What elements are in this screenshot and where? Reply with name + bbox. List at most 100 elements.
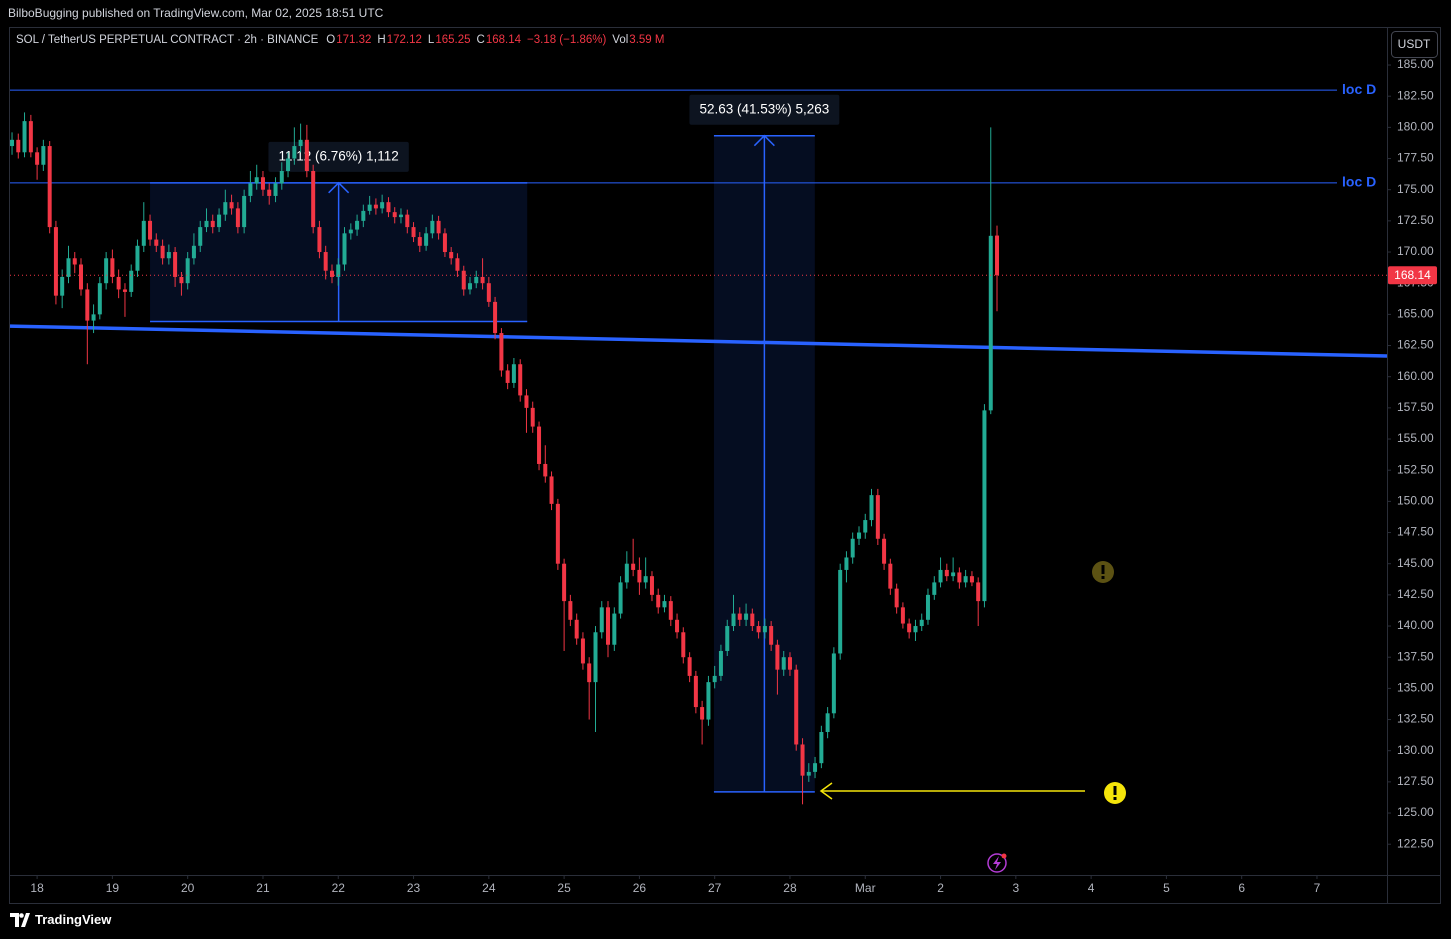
candle-body	[41, 146, 46, 165]
candle-body	[323, 252, 328, 271]
x-tick-label: Mar	[855, 881, 876, 895]
candle-body	[537, 426, 542, 464]
candle-body	[373, 204, 378, 209]
alert-icon-dot	[1113, 797, 1117, 800]
y-tick-label: 145.00	[1397, 556, 1434, 570]
candle-body	[191, 245, 196, 259]
trend-line	[9, 324, 1388, 358]
candle-body	[800, 744, 805, 776]
candle-body	[217, 214, 222, 228]
candle-body	[543, 463, 548, 477]
arrow-head	[819, 782, 833, 800]
candle-body	[398, 214, 403, 218]
candle-body	[53, 227, 58, 296]
candle-body	[260, 177, 265, 190]
legend-key: L	[427, 34, 435, 46]
x-tick-label: 24	[482, 881, 496, 895]
candle-body	[907, 623, 912, 633]
currency-button[interactable]	[1391, 31, 1438, 58]
candle-body	[687, 657, 692, 676]
candle-body	[480, 276, 485, 284]
candle-body	[204, 220, 209, 228]
candle-body	[725, 626, 730, 651]
candle-body	[386, 202, 391, 213]
candle-body	[468, 283, 473, 290]
candle-body	[875, 495, 880, 539]
legend-key: Vol	[612, 34, 629, 46]
candle-body	[681, 632, 686, 658]
y-tick-label: 182.50	[1397, 88, 1434, 102]
y-tick-label: 147.50	[1397, 525, 1434, 539]
candle-body	[198, 227, 203, 246]
candle-body	[806, 771, 811, 776]
candle-body	[668, 601, 673, 620]
candle-body	[938, 569, 943, 583]
candle-body	[273, 183, 278, 196]
y-tick-label: 127.50	[1397, 774, 1434, 788]
candle-body	[982, 410, 987, 602]
alert-icon-mark	[1113, 786, 1117, 795]
candle-body	[317, 227, 322, 253]
candle-body	[850, 538, 855, 558]
candle-body	[461, 270, 466, 290]
candle-body	[267, 189, 272, 196]
candle-body	[72, 258, 77, 265]
y-tick-label: 152.50	[1397, 462, 1434, 476]
candle-body	[587, 663, 592, 683]
chart-frame	[9, 27, 1441, 904]
candle-body	[430, 220, 435, 234]
candle-body	[173, 252, 178, 277]
x-tick-label: 27	[708, 881, 722, 895]
candle-body	[693, 675, 698, 708]
candle-body	[900, 607, 905, 624]
event-icon[interactable]	[987, 853, 1007, 873]
y-tick-label: 132.50	[1397, 712, 1434, 726]
candle-body	[775, 644, 780, 670]
candle-body	[499, 333, 504, 371]
candle-body	[756, 626, 761, 633]
x-tick-label: 25	[557, 881, 571, 895]
candle-body	[951, 572, 956, 577]
y-tick-label: 137.50	[1397, 649, 1434, 663]
candle-body	[311, 170, 316, 228]
candle-body	[210, 220, 215, 228]
legend-value: 171.32	[336, 34, 372, 46]
y-tick-label: 175.00	[1397, 182, 1434, 196]
level-label: loc D	[1342, 81, 1376, 97]
candle-body	[787, 657, 792, 670]
candle-body	[988, 235, 993, 411]
alert-icon-dot	[1101, 576, 1105, 579]
legend: SOL / TetherUS PERPETUAL CONTRACT · 2h ·…	[16, 34, 670, 46]
candle-body	[122, 289, 127, 292]
candle-body	[330, 270, 335, 277]
candle-body	[104, 258, 109, 284]
candle-body	[656, 594, 661, 608]
candle-body	[919, 619, 924, 627]
measure-label-bg	[689, 94, 840, 125]
candle-body	[580, 638, 585, 664]
last-price-label: 168.14	[1394, 268, 1431, 282]
x-tick-label: 20	[181, 881, 195, 895]
candle-body	[405, 214, 410, 228]
x-tick-label: 26	[633, 881, 647, 895]
candle-body	[336, 264, 341, 277]
candle-body	[995, 235, 1000, 276]
candle-body	[844, 557, 849, 570]
candle-body	[825, 713, 830, 733]
y-tick-label: 130.00	[1397, 743, 1434, 757]
candle-body	[242, 195, 247, 228]
candle-body	[612, 613, 617, 645]
candle-body	[819, 732, 824, 764]
x-tick-label: 23	[407, 881, 421, 895]
candle-body	[624, 563, 629, 583]
candle-body	[969, 576, 974, 583]
candle-body	[838, 569, 843, 654]
candle-body	[511, 364, 516, 383]
candle-body	[424, 233, 429, 246]
candle-body	[888, 563, 893, 589]
x-tick-label: 2	[937, 881, 944, 895]
legend-value: 168.14	[485, 34, 522, 46]
candle-body	[417, 237, 422, 246]
